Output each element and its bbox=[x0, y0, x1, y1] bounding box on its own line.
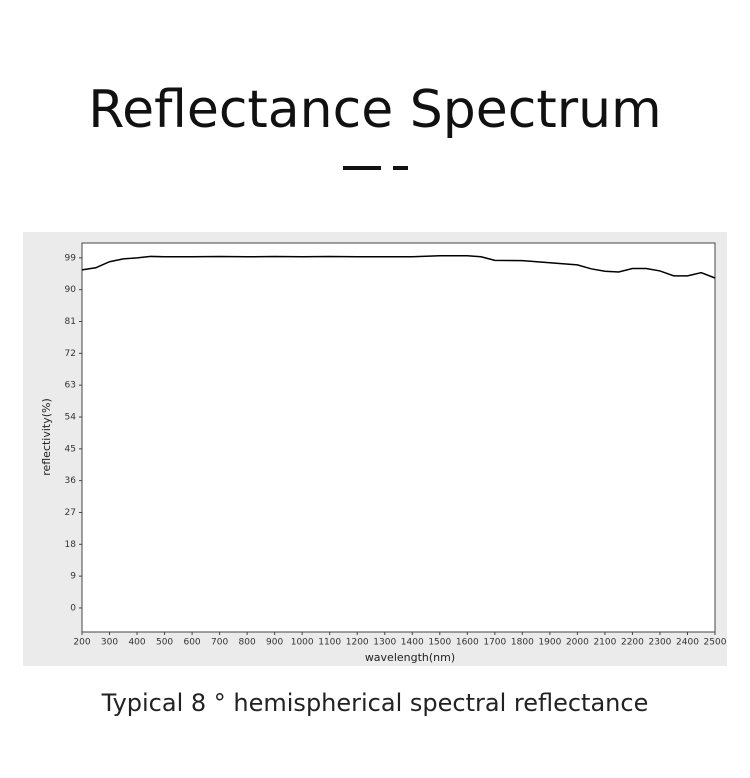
x-tick-label: 900 bbox=[266, 638, 283, 648]
x-tick-label: 2400 bbox=[676, 638, 699, 648]
y-tick-label: 27 bbox=[65, 508, 76, 518]
x-tick-label: 300 bbox=[101, 638, 118, 648]
x-tick-label: 1200 bbox=[346, 638, 369, 648]
x-tick-label: 400 bbox=[128, 638, 145, 648]
x-tick-label: 1100 bbox=[318, 638, 341, 648]
x-tick-label: 600 bbox=[183, 638, 200, 648]
x-tick-label: 800 bbox=[239, 638, 256, 648]
y-tick-label: 45 bbox=[65, 444, 76, 454]
x-tick-label: 1900 bbox=[538, 638, 561, 648]
x-tick-label: 200 bbox=[73, 638, 90, 648]
spectrum-line bbox=[81, 254, 716, 279]
x-tick-label: 700 bbox=[211, 638, 228, 648]
y-tick-label: 63 bbox=[65, 381, 76, 391]
y-tick-label: 90 bbox=[65, 285, 77, 295]
y-tick-label: 0 bbox=[70, 603, 76, 613]
caption: Typical 8 ° hemispherical spectral refle… bbox=[101, 689, 649, 717]
title-dash bbox=[393, 166, 408, 170]
x-tick-label: 1400 bbox=[401, 638, 424, 648]
y-tick-label: 18 bbox=[65, 540, 77, 550]
x-tick-label: 1000 bbox=[291, 638, 314, 648]
x-tick-label: 1300 bbox=[373, 638, 396, 648]
y-tick-label: 9 bbox=[70, 572, 76, 582]
y-tick-label: 36 bbox=[65, 476, 77, 486]
y-tick-label: 54 bbox=[65, 412, 77, 422]
x-tick-label: 1600 bbox=[456, 638, 479, 648]
x-tick-label: 2000 bbox=[566, 638, 589, 648]
plot-area bbox=[81, 242, 716, 633]
x-tick-label: 1500 bbox=[428, 638, 451, 648]
x-axis-label: wavelength(nm) bbox=[365, 651, 455, 664]
x-tick-label: 1700 bbox=[483, 638, 506, 648]
title-dash bbox=[343, 166, 381, 170]
x-tick-label: 1800 bbox=[511, 638, 534, 648]
y-tick-label: 99 bbox=[65, 253, 77, 263]
y-tick-label: 72 bbox=[65, 349, 76, 359]
x-tick-label: 500 bbox=[156, 638, 173, 648]
x-tick-label: 2100 bbox=[593, 638, 616, 648]
x-tick-label: 2300 bbox=[649, 638, 672, 648]
page-title: Reflectance Spectrum bbox=[88, 80, 661, 140]
x-tick-label: 2200 bbox=[621, 638, 644, 648]
y-tick-label: 81 bbox=[65, 317, 76, 327]
x-tick-label: 2500 bbox=[704, 638, 727, 648]
y-axis-label: reflectivity(%) bbox=[40, 398, 53, 476]
